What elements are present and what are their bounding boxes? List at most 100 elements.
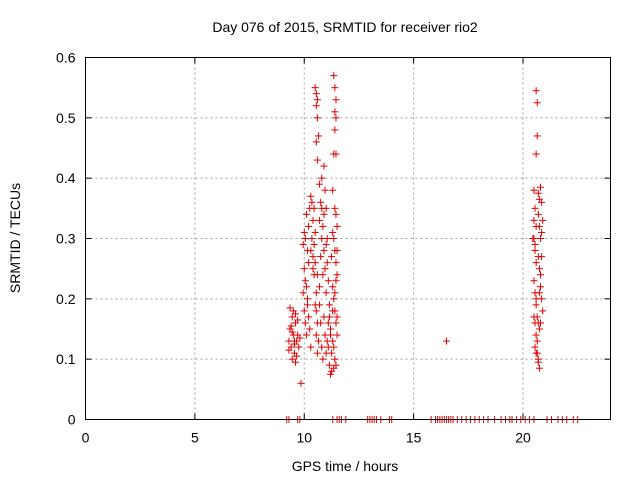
data-point xyxy=(307,247,315,255)
data-point xyxy=(331,204,339,212)
data-point xyxy=(535,222,543,230)
data-point xyxy=(314,337,322,345)
y-tick-label: 0.2 xyxy=(56,291,76,307)
data-point xyxy=(535,289,543,297)
data-point xyxy=(307,192,315,200)
data-point xyxy=(535,364,543,372)
data-point xyxy=(332,96,340,104)
data-point xyxy=(332,210,340,218)
data-point xyxy=(533,313,541,321)
data-point xyxy=(288,355,296,363)
data-point xyxy=(302,331,310,339)
data-point xyxy=(530,216,538,224)
data-point xyxy=(313,156,321,164)
data-point xyxy=(300,265,308,273)
data-point xyxy=(324,277,332,285)
data-point xyxy=(285,346,293,354)
data-point xyxy=(534,253,542,261)
data-point xyxy=(531,343,539,351)
data-point xyxy=(297,379,305,387)
data-point xyxy=(308,198,316,206)
data-point xyxy=(330,343,338,351)
data-point xyxy=(530,186,538,194)
data-point xyxy=(325,313,333,321)
data-point xyxy=(312,90,320,98)
data-point xyxy=(299,289,307,297)
data-point xyxy=(331,84,339,92)
data-point xyxy=(286,304,294,312)
y-axis-label: SRMTID / TECUs xyxy=(7,183,23,293)
data-point xyxy=(313,96,321,104)
data-point xyxy=(332,277,340,285)
data-point xyxy=(329,186,337,194)
data-point xyxy=(328,253,336,261)
grid-layer xyxy=(85,57,611,420)
data-point xyxy=(322,289,330,297)
data-point xyxy=(529,235,537,242)
data-point xyxy=(533,337,541,345)
x-tick-label: 20 xyxy=(515,430,531,446)
data-point xyxy=(316,283,324,291)
data-point xyxy=(311,84,319,92)
data-point xyxy=(301,319,309,327)
data-point xyxy=(310,204,318,212)
data-point xyxy=(317,198,325,206)
data-point xyxy=(305,259,313,267)
data-point xyxy=(532,259,540,267)
data-point xyxy=(305,222,313,230)
data-point xyxy=(531,204,539,212)
data-point xyxy=(327,331,334,339)
data-point xyxy=(538,198,546,206)
y-tick-label: 0 xyxy=(68,412,76,428)
data-point xyxy=(331,355,339,363)
data-point xyxy=(330,295,338,303)
data-point xyxy=(292,310,299,318)
data-point xyxy=(442,337,450,345)
data-point xyxy=(304,301,312,309)
data-point xyxy=(324,319,332,327)
ticks-layer: 0 0.1 0.2 0.3 0.4 0.5 0.6 0 5 10 15 20 xyxy=(56,50,611,446)
data-point xyxy=(290,337,298,345)
data-point xyxy=(332,114,340,122)
data-point xyxy=(533,132,541,140)
data-point xyxy=(288,313,296,321)
data-point xyxy=(312,307,320,315)
data-point xyxy=(316,180,324,188)
data-point xyxy=(329,228,337,236)
data-point xyxy=(309,265,317,273)
data-point xyxy=(532,295,540,303)
data-point xyxy=(295,343,303,351)
data-point xyxy=(305,313,313,321)
data-point xyxy=(320,247,328,255)
data-point xyxy=(322,241,330,249)
data-point xyxy=(318,174,326,182)
data-point xyxy=(307,343,315,351)
data-point xyxy=(304,295,312,303)
data-point xyxy=(323,259,331,267)
data-point xyxy=(532,150,540,158)
data-point xyxy=(325,361,333,369)
y-tick-label: 0.3 xyxy=(56,231,76,247)
data-point xyxy=(534,358,542,366)
data-point xyxy=(319,271,327,279)
data-point xyxy=(532,301,540,309)
data-point xyxy=(288,328,296,336)
data-point xyxy=(309,253,317,261)
data-point xyxy=(533,349,541,357)
data-point xyxy=(331,126,339,134)
data-point xyxy=(302,210,310,218)
data-point xyxy=(533,99,541,107)
points-layer xyxy=(283,72,582,423)
data-point xyxy=(319,355,327,363)
data-point xyxy=(299,241,307,249)
data-point xyxy=(333,247,341,255)
data-point xyxy=(294,316,302,324)
data-point xyxy=(537,235,544,242)
data-point xyxy=(535,265,543,273)
data-point xyxy=(313,114,321,122)
data-point xyxy=(539,307,547,315)
data-point xyxy=(311,259,319,267)
x-tick-label: 10 xyxy=(296,430,312,446)
data-point xyxy=(320,162,328,170)
